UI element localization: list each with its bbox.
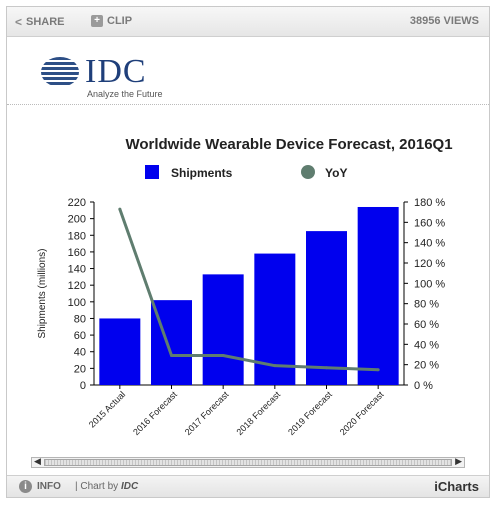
x-tick-label: 2016 Forecast <box>131 389 179 437</box>
legend-swatch-shipments <box>145 165 159 179</box>
y-tick-label: 140 <box>68 264 86 276</box>
y2-tick-label: 180 % <box>414 197 445 209</box>
bar-shipments <box>357 206 399 385</box>
legend-label-shipments: Shipments <box>171 166 233 180</box>
chart-title: Worldwide Wearable Device Forecast, 2016… <box>125 136 452 153</box>
point-yoy <box>376 368 380 372</box>
y2-tick-label: 80 % <box>414 299 439 311</box>
y-tick-label: 100 <box>68 297 86 309</box>
y-tick-label: 20 <box>74 363 86 375</box>
logo-tagline: Analyze the Future <box>87 89 163 99</box>
y2-tick-label: 140 % <box>414 238 445 250</box>
idc-globe-icon <box>41 57 79 87</box>
chart-by-prefix: | Chart by <box>75 481 119 492</box>
share-label: SHARE <box>26 15 65 28</box>
point-yoy <box>170 354 173 358</box>
y-tick-label: 180 <box>68 230 86 242</box>
info-icon[interactable]: i <box>19 480 32 493</box>
y-tick-label: 40 <box>74 347 86 359</box>
y-tick-label: 80 <box>74 313 86 325</box>
y-tick-label: 0 <box>80 380 86 392</box>
view-count: 38956 VIEWS <box>409 15 479 27</box>
top-toolbar: < SHARE + CLIP 38956 VIEWS <box>7 7 489 37</box>
legend-swatch-yoy <box>301 165 315 179</box>
clip-label: CLIP <box>107 15 133 27</box>
chart-by-brand: IDC <box>120 481 139 492</box>
y-tick-label: 60 <box>74 330 86 342</box>
clip-button[interactable]: + CLIP <box>91 15 133 28</box>
logo-area: IDC Analyze the Future <box>7 37 489 105</box>
legend-label-yoy: YoY <box>325 166 347 180</box>
y-tick-label: 160 <box>68 247 86 259</box>
horizontal-scrollbar[interactable]: ◀ ▶ <box>31 456 465 468</box>
scroll-left-arrow-icon[interactable]: ◀ <box>34 456 41 466</box>
scroll-right-arrow-icon[interactable]: ▶ <box>455 456 462 466</box>
info-button[interactable]: INFO <box>37 481 61 492</box>
x-tick-label: 2017 Forecast <box>183 389 231 437</box>
logo-text: IDC <box>85 53 147 90</box>
line-yoy <box>118 208 379 372</box>
y2-tick-label: 120 % <box>414 258 445 270</box>
y2-tick-label: 0 % <box>414 380 433 392</box>
chart-widget: < SHARE + CLIP 38956 VIEWS IDC Analyze the… <box>6 6 490 498</box>
y-tick-label: 200 <box>68 214 86 226</box>
bar-shipments <box>99 318 141 385</box>
point-yoy <box>221 354 225 358</box>
icharts-logo[interactable]: iCharts <box>434 479 479 494</box>
x-tick-label: 2015 Actual <box>87 389 127 429</box>
point-yoy <box>118 207 122 211</box>
point-yoy <box>325 366 328 370</box>
bar-shipments <box>306 231 347 385</box>
x-tick-label: 2019 Forecast <box>286 389 334 437</box>
y2-tick-label: 100 % <box>414 278 445 290</box>
y2-tick-label: 20 % <box>414 360 439 372</box>
y-axis-label: Shipments (millions) <box>37 248 48 338</box>
chart-by-credit: | Chart by IDC <box>75 481 138 492</box>
bar-shipments <box>202 274 244 385</box>
chart-plot: Worldwide Wearable Device Forecast, 2016… <box>37 136 453 437</box>
y-tick-label: 120 <box>68 280 86 292</box>
y-tick-label: 220 <box>68 197 86 209</box>
share-icon: < <box>15 15 23 29</box>
x-tick-label: 2020 Forecast <box>338 389 386 437</box>
share-button[interactable]: < SHARE <box>15 15 65 29</box>
scrollbar-thumb[interactable] <box>44 459 452 466</box>
y2-tick-label: 40 % <box>414 339 439 351</box>
point-yoy <box>273 364 277 368</box>
footer-bar: i INFO | Chart by IDC iCharts <box>7 475 489 497</box>
y2-tick-label: 160 % <box>414 217 445 229</box>
y2-tick-label: 60 % <box>414 319 439 331</box>
clip-icon: + <box>91 15 103 28</box>
x-tick-label: 2018 Forecast <box>234 389 282 437</box>
